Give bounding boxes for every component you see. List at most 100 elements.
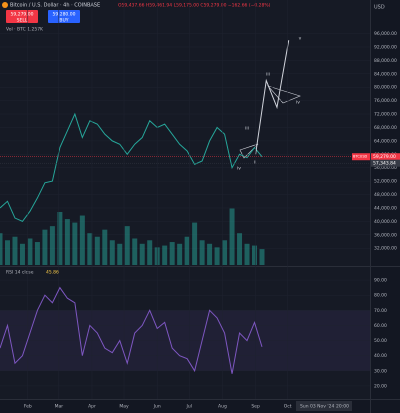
volume-label: Vol · BTC 1.257K [6,27,44,33]
y-tick-label: 80.00 [374,293,387,299]
sell-price[interactable]: 59,279.00 [11,12,34,18]
volume-bar [42,229,48,265]
y-tick-label: 40,000.00 [374,219,397,225]
y-tick-label: 96,000.00 [374,31,397,37]
rsi-last: 45.86 [46,270,59,276]
x-tick-label: Feb [24,404,32,410]
symbol-icon [2,2,8,8]
cursor-time: 20:00 [336,404,349,410]
series-line [255,40,290,155]
volume-bar [139,243,145,265]
volume-bar [222,240,228,265]
volume-bar [192,222,198,265]
volume-bar [147,240,153,265]
price-tag-label: 57,343.84 [373,161,396,167]
volume-bar [117,243,123,265]
x-tick-label: Mar [55,404,64,410]
volume-bar [79,215,85,265]
y-tick-label: 48,000.00 [374,192,397,198]
series-line [0,286,263,374]
symbol-tag-label: BTCUSD [353,155,368,159]
volume-bar [199,240,205,265]
wave-label: ii [254,160,257,166]
y-tick-label: 30.00 [374,368,387,374]
y-tick-label: 84,000.00 [374,71,397,77]
currency: USD [374,5,385,11]
volume-bar [244,243,250,265]
y-tick-label: 52,000.00 [374,179,397,185]
y-tick-label: 20.00 [374,383,387,389]
volume-bar [124,226,130,265]
y-tick-label: 60.00 [374,323,387,329]
y-tick-label: 88,000.00 [374,58,397,64]
price-tag [371,159,400,167]
cursor-date: Sun 03 Nov '24 [300,404,334,410]
y-tick-label: 76,000.00 [374,98,397,104]
volume-bar [12,236,18,265]
wave-label: iii [266,72,270,78]
volume-bar [72,222,78,265]
volume-bar [87,233,93,265]
volume-bar [229,208,235,265]
volume-bar [64,219,70,265]
x-tick-label: Aug [218,404,227,410]
y-tick-label: 64,000.00 [374,138,397,144]
y-tick-label: 68,000.00 [374,125,397,131]
y-tick-label: 32,000.00 [374,246,397,252]
plot-area [0,0,370,400]
y-tick-label: 80,000.00 [374,85,397,91]
y-tick-label: 92,000.00 [374,44,397,50]
volume-bar [252,245,258,265]
sell-button[interactable] [6,10,38,23]
y-tick-label: 90.00 [374,278,387,284]
x-tick-label: Oct [284,404,292,410]
volume-bar [259,249,265,265]
volume-bar [169,242,175,265]
triangle-drawing [239,143,259,159]
volume-bar [19,243,25,265]
price-tag [371,153,400,161]
x-tick-label: Jul [186,404,192,410]
x-tick-label: Apr [88,404,96,410]
ohlc: O59,437.66 H59,461.94 L59,175.00 C59,279… [118,3,271,9]
volume-bar [102,229,108,265]
x-tick-label: Sep [251,404,260,410]
volume-bar [49,226,55,265]
buy-label[interactable]: BUY [59,18,68,24]
price-tag-label: 59,279.00 [373,154,396,160]
wave-label: iii [245,126,249,132]
volume-bar [0,233,3,265]
x-tick-label: Jun [153,404,161,410]
volume-bar [109,240,115,265]
wave-label: iv [237,166,241,172]
buy-price[interactable]: 59,280.00 [53,12,76,18]
volume-bar [57,212,63,265]
volume-bar [214,247,220,265]
volume-bar [237,233,243,265]
series-line [0,112,263,223]
volume-bar [4,240,10,265]
y-tick-label: 40.00 [374,353,387,359]
volume-bar [162,245,168,265]
rsi-title: RSI 14 close [6,270,34,276]
cursor-box [296,401,352,411]
wave-label: v [299,37,302,42]
volume-bar [177,243,183,265]
triangle-drawing [267,85,301,104]
volume-bar [34,242,40,265]
volume-bar [27,238,33,265]
volume-bar [132,238,138,265]
buy-button[interactable] [48,10,80,23]
symbol-tag [352,153,370,161]
y-tick-label: 70.00 [374,308,387,314]
volume-bar [207,243,213,265]
y-tick-label: 50.00 [374,338,387,344]
volume-bar [184,236,190,265]
y-tick-label: 36,000.00 [374,232,397,238]
volume-bar [94,236,100,265]
sell-label[interactable]: SELL [17,18,28,24]
wave-label: iv [296,100,300,106]
y-tick-label: 56,000.00 [374,165,397,171]
y-tick-label: 72,000.00 [374,112,397,118]
